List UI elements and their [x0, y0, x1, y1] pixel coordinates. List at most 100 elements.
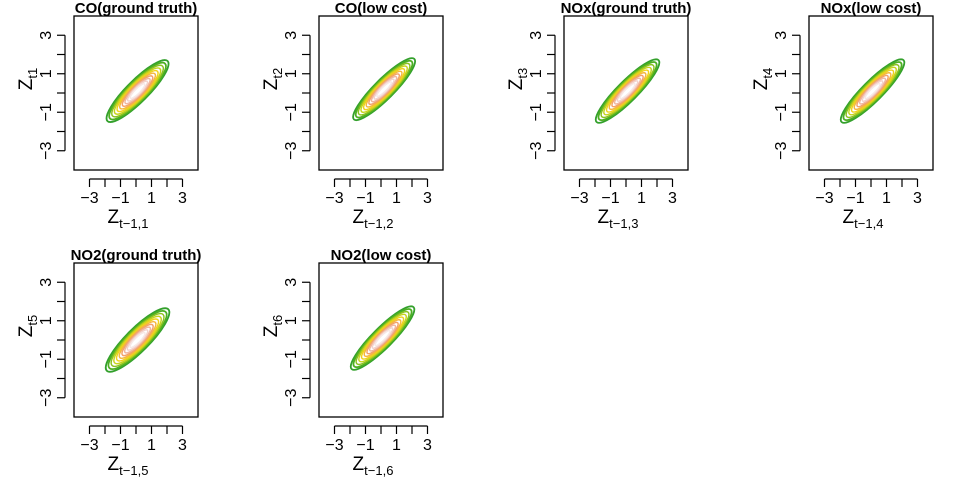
- contour-level-8: [613, 77, 642, 105]
- contour-level-4: [360, 65, 408, 113]
- contour-panel-2: CO(low cost) −3 −1 1 3 Zt−1,2 −3 −1 1 3 Zt2: [261, 0, 444, 231]
- x-tick-label: −3: [325, 190, 343, 207]
- plot-frame: [563, 15, 689, 171]
- y-tick-label: −1: [38, 350, 55, 368]
- x-tick-label: −3: [325, 437, 343, 454]
- contour-panel-5: NO2(ground truth) −3 −1 1 3 Zt−1,5 −3 −1 1 3 Zt5: [16, 247, 201, 478]
- y-tick-label: 3: [773, 31, 790, 40]
- x-axis-label: Zt−1,4: [843, 207, 884, 231]
- contour-level-6: [118, 320, 157, 360]
- x-tick-label: 1: [637, 190, 646, 207]
- contour-level-4: [603, 66, 652, 116]
- contour-level-6: [118, 72, 157, 110]
- contour-level-3: [110, 312, 165, 368]
- contour-level-7: [121, 75, 154, 108]
- y-axis-label: Zt1: [16, 68, 40, 90]
- contour-level-2: [352, 308, 413, 369]
- y-tick-label: −1: [38, 103, 55, 121]
- x-tick-label: 3: [668, 190, 677, 207]
- plot-frame: [73, 262, 199, 418]
- contour-level-1: [104, 307, 171, 373]
- y-tick-label: −3: [283, 142, 300, 160]
- x-tick-label: 3: [178, 190, 187, 207]
- x-tick-label: 3: [178, 437, 187, 454]
- panel-title: NOx(low cost): [821, 0, 922, 17]
- contour-level-8: [368, 324, 397, 352]
- x-axis-label: Zt−1,6: [353, 454, 394, 478]
- contour-level-1: [352, 57, 417, 122]
- y-tick-label: 1: [283, 316, 300, 325]
- contour-level-5: [850, 69, 895, 113]
- y-tick-label: −3: [38, 142, 55, 160]
- y-tick-label: 1: [38, 69, 55, 78]
- contour-level-9: [126, 80, 149, 102]
- plot-frame: [318, 15, 444, 171]
- contour-level-4: [848, 66, 897, 116]
- contour-level-5: [362, 67, 406, 111]
- x-tick-label: −3: [80, 190, 98, 207]
- contour-level-5: [116, 69, 159, 113]
- y-tick-label: 1: [528, 69, 545, 78]
- y-tick-label: 1: [38, 316, 55, 325]
- contour-level-8: [858, 77, 887, 105]
- contour-level-9: [371, 327, 394, 349]
- contour-level-4: [113, 67, 162, 115]
- contour-level-2: [842, 61, 903, 122]
- contour-level-4: [113, 315, 162, 365]
- contour-level-7: [121, 323, 154, 357]
- y-axis-label: Zt2: [261, 68, 285, 90]
- x-tick-label: −1: [846, 190, 864, 207]
- contour-level-2: [354, 59, 414, 119]
- contour-level-10: [619, 82, 636, 100]
- contour-panel-6: NO2(low cost) −3 −1 1 3 Zt−1,6 −3 −1 1 3 Zt6: [261, 247, 444, 478]
- contour-level-10: [129, 331, 146, 349]
- contour-panel-1: CO(ground truth) −3 −1 1 3 Zt−1,1 −3 −1 1 3 Zt1: [16, 0, 199, 231]
- contour-level-7: [856, 74, 889, 108]
- contour-level-6: [363, 319, 402, 358]
- contour-panel-3: NOx(ground truth) −3 −1 1 3 Zt−1,3 −3 −1 1 3 Zt3: [506, 0, 691, 231]
- contour-level-9: [616, 80, 639, 102]
- contour-level-3: [845, 63, 900, 119]
- contour-level-9: [373, 78, 395, 100]
- contour-level-9: [861, 80, 884, 102]
- plot-frame: [808, 15, 934, 171]
- y-axis-label: Zt6: [261, 315, 285, 337]
- y-tick-label: −1: [283, 350, 300, 368]
- contour-level-7: [368, 73, 401, 106]
- contour-level-10: [864, 82, 881, 100]
- x-tick-label: −3: [80, 437, 98, 454]
- x-axis-label: Zt−1,3: [598, 207, 639, 231]
- y-tick-label: −3: [283, 389, 300, 407]
- y-tick-label: −1: [773, 103, 790, 121]
- contour-level-3: [111, 64, 165, 118]
- panel-title: CO(ground truth): [75, 0, 197, 17]
- contour-panel-4: NOx(low cost) −3 −1 1 3 Zt−1,4 −3 −1 1 3 Zt4: [751, 0, 934, 231]
- panel-title: NO2(ground truth): [71, 247, 202, 264]
- contour-level-8: [370, 75, 398, 103]
- contour-level-6: [365, 70, 403, 108]
- x-tick-label: 3: [423, 190, 432, 207]
- contour-level-1: [349, 305, 416, 371]
- y-tick-label: −3: [38, 389, 55, 407]
- x-tick-label: −1: [111, 437, 129, 454]
- y-tick-label: 1: [773, 69, 790, 78]
- x-tick-label: 1: [392, 437, 401, 454]
- contour-level-2: [107, 310, 168, 370]
- y-tick-label: −1: [283, 103, 300, 121]
- y-tick-label: 3: [528, 31, 545, 40]
- y-tick-label: 3: [283, 278, 300, 287]
- x-tick-label: 3: [913, 190, 922, 207]
- contour-level-3: [355, 310, 410, 366]
- x-axis-label: Zt−1,5: [108, 454, 149, 478]
- contour-level-5: [115, 318, 160, 362]
- contour-level-4: [358, 313, 407, 363]
- panel-title: NO2(low cost): [331, 247, 432, 264]
- x-tick-label: −3: [570, 190, 588, 207]
- contour-level-1: [839, 58, 906, 124]
- x-tick-label: −3: [815, 190, 833, 207]
- contour-level-5: [605, 69, 650, 113]
- x-tick-label: 3: [423, 437, 432, 454]
- x-tick-label: 1: [882, 190, 891, 207]
- plot-frame: [73, 15, 199, 171]
